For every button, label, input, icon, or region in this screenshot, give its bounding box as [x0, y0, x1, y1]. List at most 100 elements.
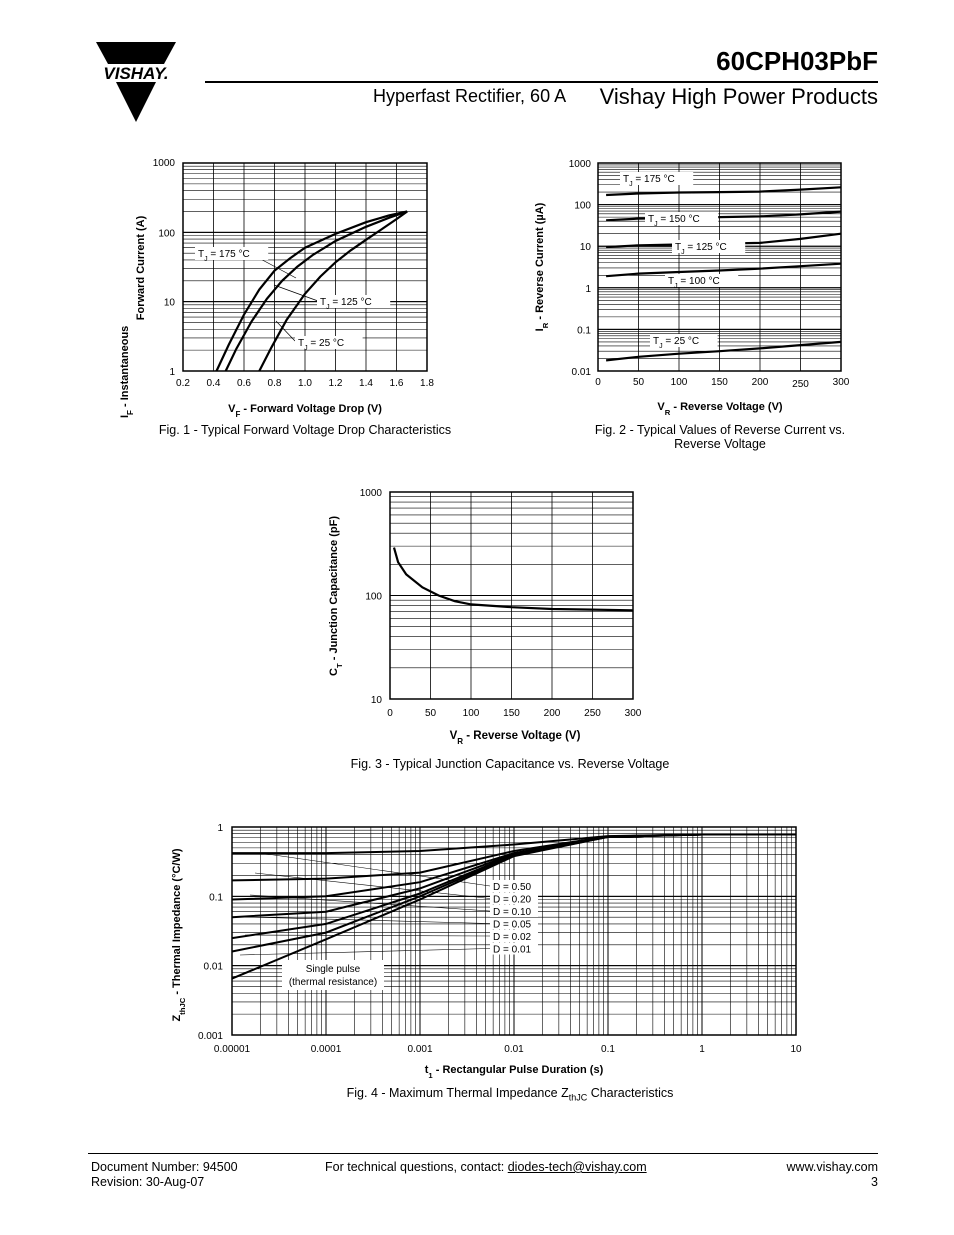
fig4-xtick: 0.0001: [311, 1044, 342, 1055]
fig2-curve-3: [606, 262, 842, 278]
single-pulse-label-bg: [282, 960, 384, 990]
fig2-ytick: 0.01: [572, 367, 592, 378]
fig2-label-100-bg: [665, 274, 739, 287]
fig4-label-d5: D = 0.01: [493, 945, 532, 956]
fig2-caption-line2: Reverse Voltage: [674, 437, 766, 451]
fig2-curves: [605, 186, 842, 362]
fig4-xtick: 1: [699, 1044, 705, 1055]
single-pulse-label: Single pulse: [306, 964, 361, 975]
fig4-label-bg: [490, 880, 538, 892]
fig2-ylabel: IR - Reverse Current (µA): [534, 202, 550, 331]
fig4-label-d1: D = 0.20: [493, 895, 532, 906]
svg-text:VISHAY.: VISHAY.: [103, 64, 168, 83]
fig3-xtick: 300: [625, 708, 642, 719]
fig1-label-25: TJ = 25 °C: [298, 338, 344, 352]
fig4-label-bg: [490, 930, 538, 942]
fig2-label-125-bg: [672, 240, 746, 253]
fig4-label-bg: [490, 942, 538, 955]
footer-right: www.vishay.com 3: [787, 1160, 878, 1190]
fig2-xtick: 250: [792, 379, 809, 390]
fig1-ytick: 1: [169, 367, 175, 378]
fig3-plot-frame: [389, 491, 634, 700]
fig4-leader: [259, 852, 491, 887]
fig4-ytick: 0.001: [198, 1031, 223, 1042]
fig2-ytick: 10: [580, 242, 592, 253]
fig3-xtick: 200: [544, 708, 561, 719]
fig4-leader: [244, 934, 491, 937]
fig4-label-d4: D = 0.02: [493, 932, 532, 943]
fig1-label-175-bg: [195, 247, 269, 260]
fig1-label-175: TJ = 175 °C: [198, 249, 250, 263]
fig4-curve-6: [231, 833, 796, 980]
website[interactable]: www.vishay.com: [786, 1160, 878, 1174]
fig1-xtick: 1.8: [420, 378, 434, 389]
fig2-label-100: TJ = 100 °C: [668, 276, 720, 290]
fig2-label-25: TJ = 25 °C: [653, 336, 699, 350]
fig4-xlabel: t1 - Rectangular Pulse Duration (s): [425, 1064, 604, 1080]
fig3-caption: Fig. 3 - Typical Junction Capacitance vs…: [350, 757, 670, 771]
fig1-caption: Fig. 1 - Typical Forward Voltage Drop Ch…: [158, 423, 452, 437]
doc-number: Document Number: 94500: [91, 1160, 238, 1174]
fig2-ytick: 0.1: [577, 325, 591, 336]
fig2-label-175-bg: [620, 172, 694, 185]
fig3-xtick: 0: [387, 708, 393, 719]
fig4-caption: Fig. 4 - Maximum Thermal Impedance ZthJC…: [346, 1086, 674, 1103]
fig1-ytick: 100: [158, 228, 175, 239]
fig3-curves: [392, 547, 634, 612]
fig4-leader: [247, 916, 491, 924]
fig2-label-125: TJ = 125 °C: [675, 242, 727, 256]
fig4-xtick: 0.01: [504, 1044, 524, 1055]
fig1-leader: [275, 320, 296, 342]
fig2-chart: 1000 100 10 1 0.1 0.01 0 50 100 150 200 250 300 IR …: [534, 159, 850, 417]
fig1-xtick: 1.0: [298, 378, 312, 389]
fig1-xtick: 1.4: [359, 378, 373, 389]
fig1-xlabel: VF - Forward Voltage Drop (V): [228, 403, 382, 419]
fig1-curve-2: [258, 210, 408, 372]
fig1-xtick: 1.6: [390, 378, 404, 389]
contact-email-link[interactable]: diodes-tech@vishay.com: [507, 1160, 647, 1174]
fig4-xtick: 10: [790, 1044, 802, 1055]
vishay-logo: VISHAY.: [88, 42, 184, 122]
fig4-ytick: 0.1: [209, 892, 223, 903]
fig2-caption: Fig. 2 - Typical Values of Reverse Curre…: [560, 423, 880, 451]
fig4-chart: 1 0.1 0.01 0.001 0.00001 0.0001 0.001 0.01 0.1 1…: [171, 823, 802, 1080]
fig2-curve-4: [605, 340, 842, 362]
fig3-ytick: 10: [371, 695, 383, 706]
fig2-ytick: 1: [585, 284, 591, 295]
fig1-curves: [215, 210, 408, 372]
fig1-xtick: 1.2: [329, 378, 343, 389]
fig1-ylabel-line2: Forward Current (A): [135, 215, 147, 320]
footer-doc-info: Document Number: 94500 Revision: 30-Aug-…: [91, 1160, 238, 1190]
fig3-xtick: 50: [425, 708, 437, 719]
header-divider: [205, 81, 878, 83]
fig3-ylabel: CT - Junction Capacitance (pF): [328, 516, 344, 676]
fig4-label-bg: [490, 905, 538, 917]
fig2-ytick: 100: [574, 201, 591, 212]
fig2-xtick: 50: [633, 377, 645, 388]
fig3-ytick: 1000: [360, 488, 383, 499]
fig4-label-bg: [490, 917, 538, 930]
fig1-label-125-bg: [317, 295, 391, 308]
fig4-plot-frame: [231, 826, 797, 1036]
fig1-xtick: 0.2: [176, 378, 190, 389]
fig1-ytick: 1000: [153, 158, 176, 169]
fig2-xtick: 300: [833, 377, 850, 388]
fig4-xtick: 0.1: [601, 1044, 615, 1055]
fig4-label-d2: D = 0.10: [493, 907, 532, 918]
fig3-xtick: 250: [584, 708, 601, 719]
fig1-plot-frame: [182, 162, 428, 372]
footer-divider: [88, 1153, 878, 1154]
fig1-ytick: 10: [164, 298, 176, 309]
fig2-label-25-bg: [650, 334, 718, 347]
fig3-ytick: 100: [365, 592, 382, 603]
fig2-xtick: 200: [752, 377, 769, 388]
fig1-xtick: 0.4: [207, 378, 221, 389]
fig4-leader: [239, 948, 491, 956]
fig2-xlabel: VR - Reverse Voltage (V): [657, 401, 783, 417]
fig2-label-150-bg: [645, 212, 719, 225]
fig4-xtick: 0.00001: [214, 1044, 251, 1055]
contact-prefix: For technical questions, contact:: [325, 1160, 508, 1174]
fig1-chart: 1000 100 10 1 0.2 0.4 0.6 0.8 1.0 1.2 1.4 1.6 1.8 I…: [119, 158, 434, 419]
fig1-curve-0: [215, 210, 408, 372]
part-number: 60CPH03PbF: [716, 46, 878, 76]
